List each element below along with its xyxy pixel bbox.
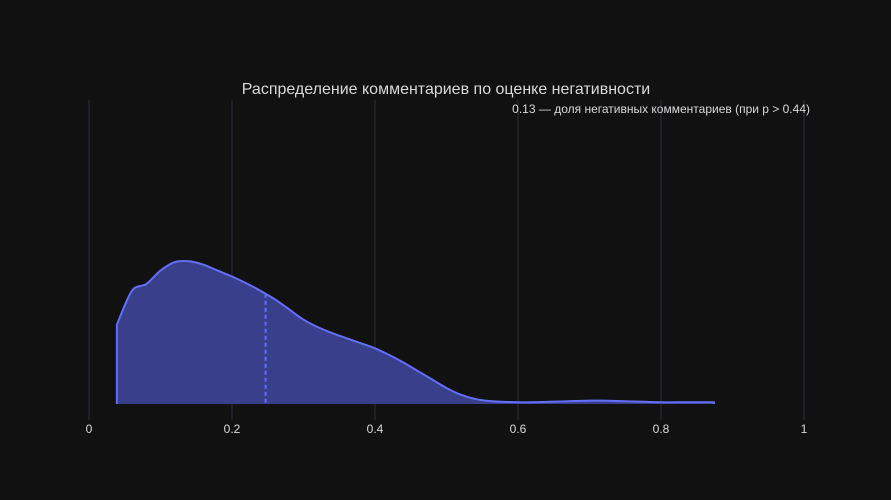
density-line-0 (115, 259, 715, 404)
x-tick-label-5: 1 (801, 422, 808, 436)
x-axis-ticks: 0 0.2 0.4 0.6 0.8 1 (86, 422, 808, 436)
data-area (115, 259, 715, 404)
x-tick-label-3: 0.6 (510, 422, 527, 436)
grid-lines (88, 100, 805, 420)
x-tick-label-4: 0.8 (653, 422, 670, 436)
chart-title: Распределение комментариев по оценке нег… (242, 81, 650, 98)
x-tick-label-0: 0 (86, 422, 93, 436)
density-area-0 (116, 260, 714, 404)
x-tick-label-2: 0.4 (367, 422, 384, 436)
chart-annotation: 0.13 — доля негативных комментариев (при… (512, 102, 810, 116)
x-tick-label-1: 0.2 (224, 422, 241, 436)
